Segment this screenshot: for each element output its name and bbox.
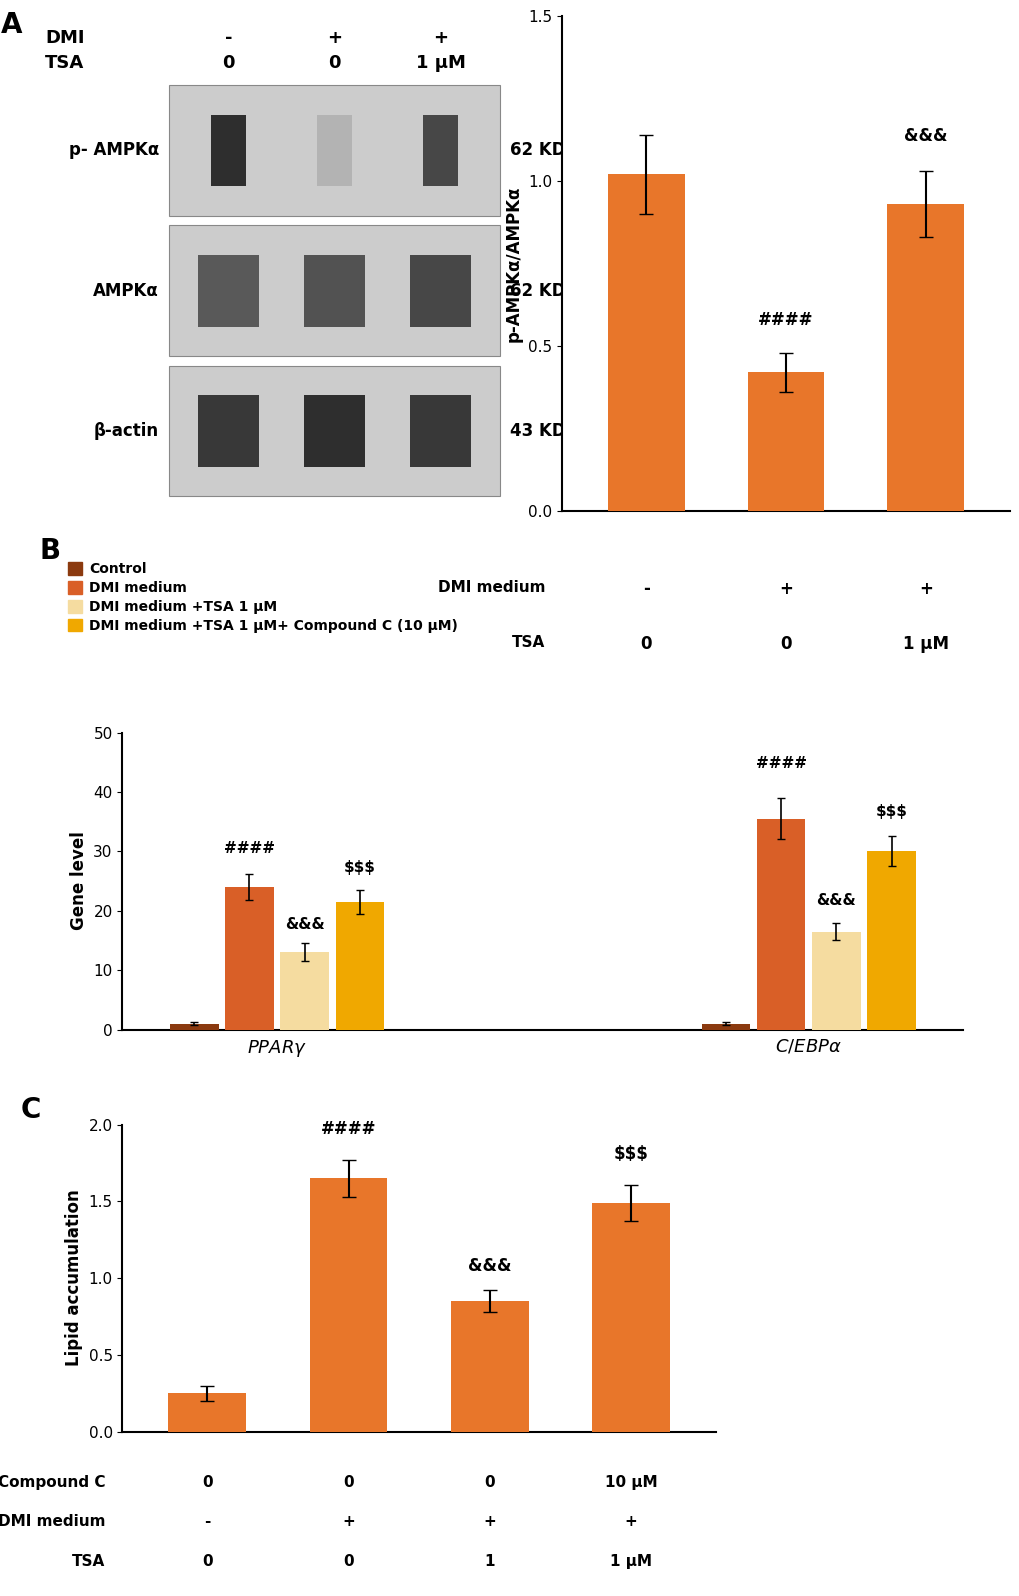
Bar bbox=[280, 953, 329, 1029]
Text: TSA: TSA bbox=[72, 1555, 105, 1569]
Text: +: + bbox=[779, 581, 792, 598]
Text: 1 μM: 1 μM bbox=[902, 635, 948, 653]
Bar bbox=[335, 902, 384, 1029]
Text: -: - bbox=[642, 581, 649, 598]
Text: TSA: TSA bbox=[512, 635, 545, 650]
Text: p- AMPKα: p- AMPKα bbox=[68, 142, 159, 160]
Bar bbox=[310, 1178, 387, 1432]
Text: B: B bbox=[40, 538, 60, 565]
Text: 10 μM: 10 μM bbox=[604, 1475, 657, 1489]
Bar bbox=[225, 887, 273, 1029]
Text: DMI medium: DMI medium bbox=[437, 581, 545, 595]
Text: 1 μM: 1 μM bbox=[609, 1555, 651, 1569]
Text: +: + bbox=[483, 1515, 496, 1529]
Bar bbox=[168, 1393, 246, 1432]
Bar bbox=[304, 396, 365, 466]
Text: AMPKα: AMPKα bbox=[93, 281, 159, 300]
Text: 0: 0 bbox=[202, 1555, 212, 1569]
Text: 0: 0 bbox=[640, 635, 651, 653]
Text: β-actin: β-actin bbox=[94, 421, 159, 440]
Bar bbox=[450, 1301, 528, 1432]
Text: C: C bbox=[20, 1096, 41, 1124]
Bar bbox=[410, 396, 471, 466]
Text: &&&: &&& bbox=[284, 916, 324, 932]
Bar bbox=[169, 225, 499, 356]
Text: 0: 0 bbox=[343, 1475, 354, 1489]
Text: 0: 0 bbox=[484, 1475, 494, 1489]
Bar bbox=[701, 1023, 749, 1029]
Bar bbox=[811, 932, 860, 1029]
Bar bbox=[211, 115, 246, 187]
Text: +: + bbox=[327, 29, 341, 48]
Bar bbox=[607, 174, 684, 511]
Text: &&&: &&& bbox=[903, 126, 947, 145]
Bar bbox=[169, 85, 499, 215]
Y-axis label: Lipid accumulation: Lipid accumulation bbox=[65, 1189, 83, 1366]
Bar bbox=[169, 365, 499, 496]
Text: -: - bbox=[224, 29, 232, 48]
Bar bbox=[170, 1023, 218, 1029]
Text: Compound C: Compound C bbox=[0, 1475, 105, 1489]
Text: 43 KD: 43 KD bbox=[510, 421, 566, 440]
Y-axis label: Gene level: Gene level bbox=[69, 832, 88, 930]
Text: TSA: TSA bbox=[45, 54, 85, 72]
Text: 0: 0 bbox=[780, 635, 791, 653]
Text: 1: 1 bbox=[484, 1555, 494, 1569]
Text: &&&: &&& bbox=[468, 1258, 512, 1275]
Text: +: + bbox=[341, 1515, 355, 1529]
Text: ####: #### bbox=[321, 1120, 376, 1138]
Bar bbox=[423, 115, 458, 187]
Text: +: + bbox=[625, 1515, 637, 1529]
Text: 0: 0 bbox=[202, 1475, 212, 1489]
Text: 0: 0 bbox=[328, 54, 340, 72]
Text: ####: #### bbox=[224, 841, 275, 855]
Y-axis label: p-AMPKα/AMPKα: p-AMPKα/AMPKα bbox=[504, 185, 523, 342]
Bar bbox=[317, 115, 352, 187]
Text: ####: #### bbox=[757, 311, 813, 329]
Bar bbox=[592, 1203, 669, 1432]
Legend: Control, DMI medium, DMI medium +TSA 1 μM, DMI medium +TSA 1 μM+ Compound C (10 : Control, DMI medium, DMI medium +TSA 1 μ… bbox=[68, 562, 458, 634]
Text: ####: #### bbox=[755, 757, 806, 771]
Bar bbox=[304, 255, 365, 327]
Bar bbox=[866, 851, 915, 1029]
Bar bbox=[747, 372, 823, 511]
Text: DMI medium: DMI medium bbox=[0, 1515, 105, 1529]
Text: &&&: &&& bbox=[815, 892, 855, 908]
Bar bbox=[887, 204, 963, 511]
Text: 0: 0 bbox=[222, 54, 234, 72]
Bar bbox=[410, 255, 471, 327]
Text: A: A bbox=[1, 11, 22, 38]
Text: 0: 0 bbox=[343, 1555, 354, 1569]
Text: -: - bbox=[204, 1515, 210, 1529]
Text: +: + bbox=[433, 29, 447, 48]
Text: $$$: $$$ bbox=[874, 804, 907, 819]
Text: 62 KD: 62 KD bbox=[510, 142, 566, 160]
Text: $$$: $$$ bbox=[343, 860, 375, 875]
Bar bbox=[198, 255, 259, 327]
Bar bbox=[756, 819, 805, 1029]
Text: $$$: $$$ bbox=[613, 1144, 648, 1163]
Text: DMI: DMI bbox=[45, 29, 85, 48]
Bar bbox=[198, 396, 259, 466]
Text: 62 KD: 62 KD bbox=[510, 281, 566, 300]
Text: 1 μM: 1 μM bbox=[416, 54, 465, 72]
Text: +: + bbox=[918, 581, 932, 598]
